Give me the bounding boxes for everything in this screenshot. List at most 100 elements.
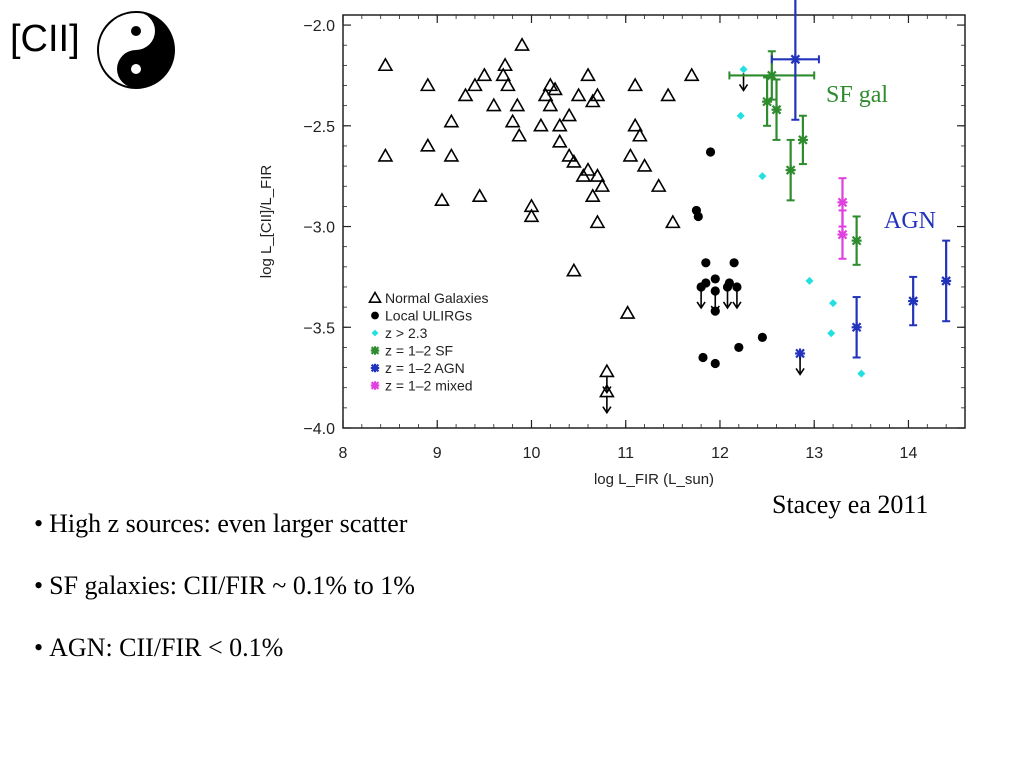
- normal-point: [589, 214, 606, 229]
- citation: Stacey ea 2011: [772, 490, 929, 519]
- legend-label-highz: z > 2.3: [385, 325, 428, 341]
- ulirg-point: [729, 258, 739, 268]
- normal-point: [561, 107, 578, 122]
- normal-point: [660, 87, 677, 102]
- legend-marker-highz: [371, 329, 379, 337]
- bullet-item: • SF galaxies: CII/FIR ~ 0.1% to 1%: [34, 571, 415, 600]
- highz-point: [805, 276, 814, 285]
- normal-point: [497, 57, 513, 72]
- legend-marker-mixed: [370, 381, 380, 390]
- normal-point: [511, 127, 528, 142]
- agn-point: [790, 54, 801, 65]
- normal-point: [683, 67, 700, 82]
- sf-point: [762, 96, 773, 107]
- bullet-item: • High z sources: even larger scatter: [34, 509, 408, 538]
- sf-point: [785, 165, 796, 176]
- agn-point: [851, 322, 862, 333]
- y-tick-label: −4.0: [303, 421, 335, 438]
- ulirg-upper-limit-arrow: [710, 295, 720, 314]
- ulirg-point: [696, 282, 706, 292]
- ulirg-point: [710, 274, 720, 284]
- normal-point: [443, 113, 460, 128]
- normal-point: [504, 113, 521, 128]
- bullet-text: SF galaxies: CII/FIR ~ 0.1% to 1%: [49, 571, 415, 600]
- y-tick-label: −2.0: [303, 18, 335, 35]
- normal-point: [566, 262, 582, 277]
- agn-point: [941, 275, 952, 286]
- y-tick-label: −3.5: [303, 320, 335, 337]
- ulirg-upper-limit-arrow: [722, 290, 733, 310]
- annotation-agn: AGN: [884, 208, 936, 234]
- ulirg-point: [710, 358, 720, 369]
- ulirg-upper-limit-arrow: [696, 290, 706, 310]
- plot-frame: [342, 14, 966, 429]
- x-tick-label: 10: [523, 445, 541, 462]
- legend-label-agn: z = 1–2 AGN: [385, 360, 465, 376]
- highz-point: [857, 369, 866, 378]
- sf-point: [797, 134, 808, 145]
- highz-point: [739, 65, 748, 74]
- ulirg-point: [757, 332, 767, 342]
- normal-point: [580, 162, 596, 176]
- normal-point: [594, 178, 611, 192]
- normal-point: [523, 208, 540, 223]
- agn-point: [795, 348, 806, 359]
- bullet-list: • High z sources: even larger scatter • SF…: [34, 505, 415, 691]
- sf-point: [771, 104, 782, 115]
- mixed-point: [837, 197, 848, 208]
- bullet-item: • AGN: CII/FIR < 0.1%: [34, 633, 284, 662]
- normal-point: [570, 87, 587, 102]
- normal-point: [589, 168, 606, 182]
- normal-point: [495, 67, 512, 82]
- legend-marker-normal: [368, 290, 382, 303]
- normal-point: [664, 214, 681, 229]
- highz-point: [827, 329, 836, 338]
- legend-marker-sf: [370, 346, 380, 355]
- ulirg-point: [732, 282, 742, 292]
- normal-point: [542, 97, 559, 112]
- normal-point: [476, 67, 493, 82]
- y-axis-label: log L_[CII]/L_FIR: [258, 165, 275, 279]
- normal-point: [514, 37, 530, 51]
- legend-label-ulirg: Local ULIRGs: [385, 308, 472, 324]
- legend-marker-ulirg: [371, 311, 379, 320]
- legend-label-mixed: z = 1–2 mixed: [385, 378, 473, 394]
- x-tick-label: 8: [339, 445, 348, 462]
- bullet-text: AGN: CII/FIR < 0.1%: [49, 633, 284, 662]
- highz-point: [758, 172, 767, 181]
- legend-marker-agn: [370, 363, 380, 373]
- normal-point: [377, 147, 394, 162]
- yin-yang-icon: [97, 11, 175, 89]
- highz-point: [829, 299, 838, 308]
- ulirg-upper-limit-arrow: [732, 290, 742, 310]
- normal-point: [622, 147, 639, 162]
- x-tick-label: 12: [711, 445, 729, 462]
- normal-upper-limit-arrow: [602, 395, 612, 415]
- sf-point: [851, 235, 862, 246]
- normal-point: [509, 97, 526, 112]
- normal-point: [419, 137, 436, 152]
- normal-point: [584, 188, 601, 202]
- normal-point: [650, 178, 667, 192]
- y-tick-label: −3.0: [303, 220, 335, 237]
- normal-point: [627, 117, 644, 132]
- normal-point: [580, 67, 596, 82]
- y-tick-label: −2.5: [303, 119, 335, 136]
- highz-point: [736, 111, 745, 120]
- normal-point: [589, 87, 606, 102]
- slide-title: [CII]: [10, 18, 80, 60]
- bullet-text: High z sources: even larger scatter: [49, 509, 408, 538]
- normal-point: [599, 363, 615, 378]
- normal-point: [467, 77, 483, 92]
- legend-label-normal: Normal Galaxies: [385, 290, 488, 306]
- normal-point: [547, 81, 563, 96]
- chart: 8 9 10 11 12 13 14 −2.0 −2.5 −3.0 −3.5 −4.0 log L_FI…: [258, 0, 966, 488]
- normal-point: [551, 133, 568, 148]
- ulirg-point: [693, 211, 703, 222]
- normal-point: [631, 127, 648, 142]
- normal-point: [434, 192, 450, 207]
- normal-point: [500, 77, 516, 92]
- normal-point: [485, 97, 502, 112]
- normal-point: [471, 188, 488, 202]
- normal-point: [566, 153, 582, 168]
